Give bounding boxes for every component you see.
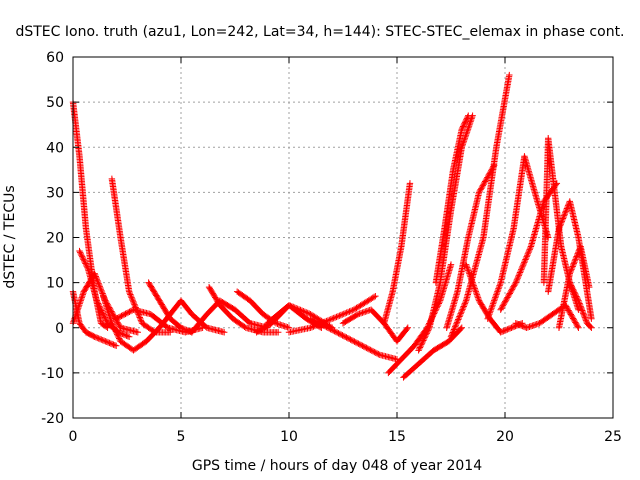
x-tick-label: 25 (604, 429, 622, 445)
x-tick-label: 20 (496, 429, 514, 445)
y-tick-label: -10 (41, 366, 64, 382)
point-markers (432, 112, 472, 286)
point-markers (443, 162, 498, 331)
point-markers (100, 292, 163, 354)
series-arc-22 (432, 112, 472, 286)
axis-ticks: 0 5 10 15 20 25 -20 -10 0 10 20 30 40 50 60 (41, 50, 622, 445)
x-tick-label: 0 (69, 429, 78, 445)
series-arc-5 (108, 175, 174, 336)
x-tick-label: 10 (280, 429, 298, 445)
series-arc-16 (307, 315, 401, 363)
y-tick-label: 30 (46, 185, 64, 201)
series-arc-32 (566, 279, 595, 331)
point-markers (400, 324, 465, 381)
y-tick-label: 20 (46, 231, 64, 247)
plot-frame (72, 56, 614, 419)
point-markers (380, 180, 414, 327)
point-markers (566, 279, 595, 331)
series-arc-23 (443, 162, 498, 331)
point-markers (108, 175, 174, 336)
y-tick-label: 0 (55, 321, 64, 337)
y-tick-label: 60 (46, 50, 64, 66)
y-tick-label: 50 (46, 95, 64, 111)
y-axis-label: dSTEC / TECUs (2, 185, 18, 288)
x-axis-label: GPS time / hours of day 048 of year 2014 (192, 458, 482, 474)
y-tick-label: 40 (46, 140, 64, 156)
point-markers (415, 112, 476, 354)
y-tick-label: -20 (41, 411, 64, 427)
chart-title: dSTEC Iono. truth (azu1, Lon=242, Lat=34… (15, 24, 624, 40)
data-points (69, 71, 595, 381)
x-tick-label: 5 (177, 429, 186, 445)
point-markers (555, 243, 593, 331)
grid-lines (73, 57, 613, 418)
y-tick-label: 10 (46, 276, 64, 292)
series-arc-6 (100, 292, 163, 354)
series-arc-20 (400, 324, 465, 381)
series-arc-18 (380, 180, 414, 327)
x-tick-label: 15 (388, 429, 406, 445)
series-arc-21 (415, 112, 476, 354)
point-markers (307, 315, 401, 363)
series-arc-31 (555, 243, 593, 331)
series-arc-10 (188, 297, 271, 336)
point-markers (188, 297, 271, 336)
